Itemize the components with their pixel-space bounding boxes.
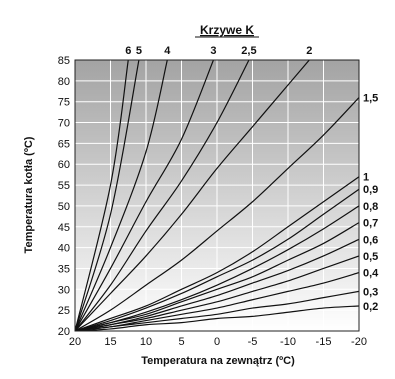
curve-labels: 6 5 4 3 2,5 2 1,5 10,9 0,8 0,7 0,6 0,5 0,4 0,3 0,2 xyxy=(125,45,379,313)
chart-title: Krzywe K xyxy=(200,23,254,37)
x-tick-label: -5 xyxy=(248,336,258,348)
x-tick-label: 20 xyxy=(69,336,81,348)
x-tick-labels: 20 15 10 5 0 -5 -10 -15 -20 xyxy=(69,336,367,348)
y-tick-label: 20 xyxy=(58,326,70,338)
y-tick-label: 60 xyxy=(58,159,70,171)
y-tick-label: 50 xyxy=(58,201,70,213)
x-tick-label: -15 xyxy=(316,336,332,348)
y-tick-label: 75 xyxy=(58,97,70,109)
curve-label: 1,5 xyxy=(363,93,378,105)
y-tick-label: 85 xyxy=(58,55,70,67)
x-tick-label: 10 xyxy=(140,336,152,348)
y-axis-label: Temperatura kotła (ºC) xyxy=(23,136,35,253)
y-tick-label: 30 xyxy=(58,284,70,296)
curve-label: 0,6 xyxy=(363,234,378,246)
x-tick-label: -20 xyxy=(351,336,367,348)
curves xyxy=(75,60,359,331)
curve-label: 5 xyxy=(136,45,142,57)
curve-label: 0,3 xyxy=(363,286,378,298)
curve-label: 0,8 xyxy=(363,201,378,213)
curve-label: 1 xyxy=(363,172,369,184)
curve-label: 3 xyxy=(210,45,216,57)
curve-line xyxy=(75,60,140,331)
x-tick-label: 5 xyxy=(178,336,184,348)
y-tick-label: 45 xyxy=(58,222,70,234)
y-tick-label: 35 xyxy=(58,263,70,275)
curve-label: 0,9 xyxy=(363,184,378,196)
x-tick-label: 15 xyxy=(104,336,116,348)
y-tick-label: 25 xyxy=(58,305,70,317)
curve-line xyxy=(75,60,168,331)
curve-label: 0,4 xyxy=(363,268,379,280)
y-tick-labels: 20 25 30 35 40 45 50 55 60 65 70 75 80 85 xyxy=(58,55,70,338)
plot-frame xyxy=(74,59,360,332)
y-tick-label: 55 xyxy=(58,180,70,192)
curve-label: 4 xyxy=(164,45,171,57)
y-tick-label: 80 xyxy=(58,76,70,88)
curve-line xyxy=(75,60,129,331)
curve-label: 2 xyxy=(306,45,312,57)
curve-label: 2,5 xyxy=(241,45,256,57)
curve-label: 0,7 xyxy=(363,218,378,230)
curve-line xyxy=(75,290,359,331)
x-tick-label: -10 xyxy=(280,336,296,348)
curve-line xyxy=(75,176,359,331)
curve-line xyxy=(75,60,215,331)
curve-line xyxy=(75,60,310,331)
curve-line xyxy=(75,222,359,331)
curve-label: 6 xyxy=(125,45,131,57)
curve-label: 0,2 xyxy=(363,301,378,313)
curve-line xyxy=(75,305,359,331)
curve-line xyxy=(75,188,359,331)
y-tick-label: 40 xyxy=(58,243,70,255)
curve-line xyxy=(75,255,359,331)
curve-line xyxy=(75,60,250,331)
x-axis-label: Temperatura na zewnątrz (ºC) xyxy=(141,355,295,367)
x-tick-label: 0 xyxy=(214,336,220,348)
y-tick-label: 70 xyxy=(58,118,70,130)
curve-label: 0,5 xyxy=(363,251,378,263)
y-tick-label: 65 xyxy=(58,138,70,150)
curve-line xyxy=(75,97,359,331)
